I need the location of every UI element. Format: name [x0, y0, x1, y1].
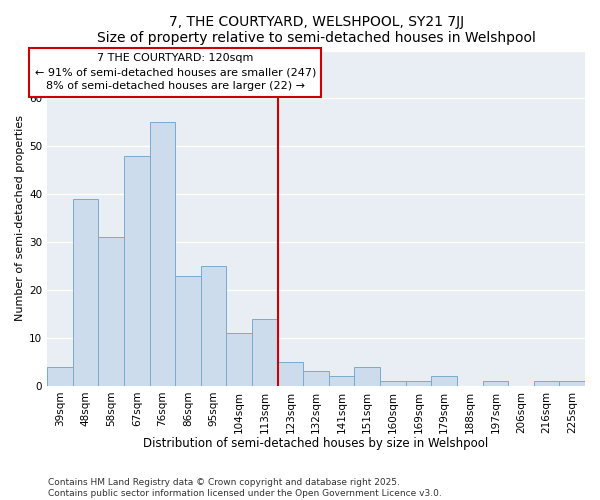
Bar: [73, 199, 98, 386]
Text: Contains HM Land Registry data © Crown copyright and database right 2025.
Contai: Contains HM Land Registry data © Crown c…: [48, 478, 442, 498]
Bar: [303, 372, 329, 386]
Bar: [201, 266, 226, 386]
Bar: [559, 381, 585, 386]
X-axis label: Distribution of semi-detached houses by size in Welshpool: Distribution of semi-detached houses by …: [143, 437, 489, 450]
Bar: [355, 366, 380, 386]
Bar: [175, 276, 201, 386]
Bar: [149, 122, 175, 386]
Y-axis label: Number of semi-detached properties: Number of semi-detached properties: [15, 115, 25, 321]
Bar: [226, 333, 252, 386]
Bar: [278, 362, 303, 386]
Bar: [431, 376, 457, 386]
Text: 7 THE COURTYARD: 120sqm
← 91% of semi-detached houses are smaller (247)
8% of se: 7 THE COURTYARD: 120sqm ← 91% of semi-de…: [35, 53, 316, 91]
Bar: [482, 381, 508, 386]
Bar: [329, 376, 355, 386]
Bar: [98, 238, 124, 386]
Title: 7, THE COURTYARD, WELSHPOOL, SY21 7JJ
Size of property relative to semi-detached: 7, THE COURTYARD, WELSHPOOL, SY21 7JJ Si…: [97, 15, 536, 45]
Bar: [47, 366, 73, 386]
Bar: [534, 381, 559, 386]
Bar: [406, 381, 431, 386]
Bar: [380, 381, 406, 386]
Bar: [124, 156, 149, 386]
Bar: [252, 319, 278, 386]
